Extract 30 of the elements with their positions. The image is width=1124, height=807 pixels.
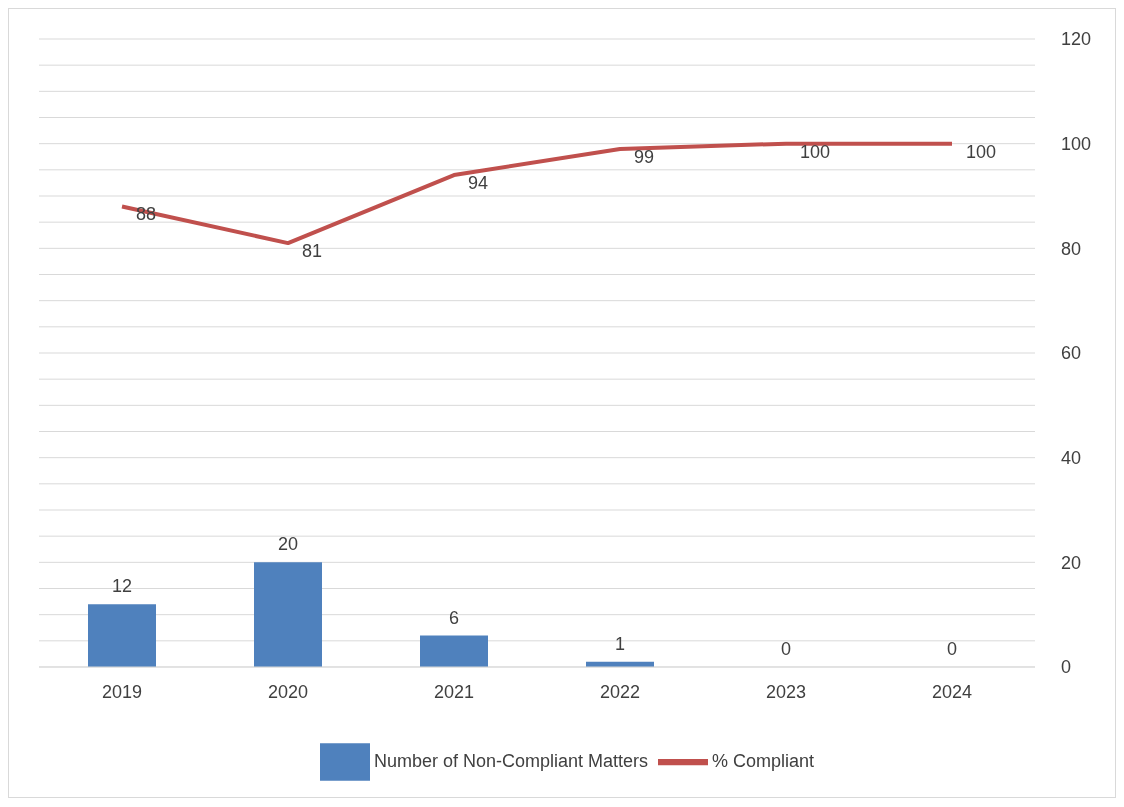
bar [254,562,322,667]
y-tick-label: 40 [1061,448,1082,469]
data-label: 0 [780,639,792,659]
y-tick-label: 20 [1061,552,1082,573]
x-tick-label: 2022 [599,681,641,702]
data-label: 6 [448,607,460,628]
data-label: 100 [800,141,831,162]
y-tick-label: 60 [1061,343,1082,364]
x-tick-label: 2023 [765,681,807,702]
y-tick-label: 100 [1061,134,1092,155]
data-label: 0 [946,639,958,659]
y-tick-label: 80 [1061,238,1082,259]
data-label: 100 [966,141,997,162]
legend-label: Number of Non-Compliant Matters [373,750,649,771]
x-tick-label: 2021 [433,681,475,702]
y-tick-label: 0 [1061,657,1072,678]
data-label: 94 [468,173,489,194]
data-label: 12 [111,576,133,597]
bar [420,635,488,667]
data-label: 1 [614,633,626,654]
x-tick-label: 2020 [267,681,309,702]
line-series [120,141,954,246]
data-label: 81 [302,241,323,262]
data-label: 99 [634,146,655,167]
bar [88,604,156,667]
data-label: 20 [277,534,299,555]
x-tick-label: 2024 [931,681,973,702]
y-tick-label: 120 [1061,29,1092,50]
x-tick-label: 2019 [101,681,143,702]
legend-label: % Compliant [712,750,815,771]
